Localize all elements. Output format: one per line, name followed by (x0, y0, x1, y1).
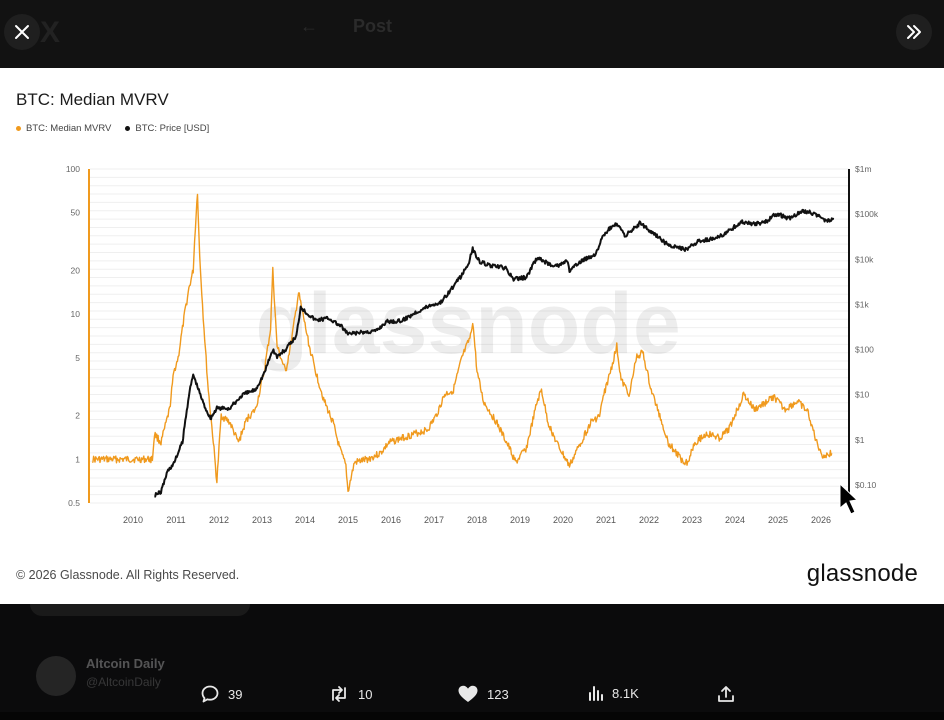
bottom-edge (0, 712, 944, 720)
y-right-tick-label: $100 (855, 345, 874, 355)
expand-button[interactable] (896, 14, 932, 50)
y-right-tick-label: $1m (855, 164, 872, 174)
top-bar: X ← Post (0, 0, 944, 68)
x-tick-label: 2025 (768, 515, 788, 525)
y-left-tick-label: 10 (71, 309, 81, 319)
like-button[interactable]: 123 (457, 684, 509, 704)
mouse-cursor-icon (839, 482, 859, 515)
series-line-median-mvrv (92, 193, 833, 492)
y-left-tick-label: 50 (71, 208, 81, 218)
legend-item-price: BTC: Price [USD] (125, 123, 209, 134)
x-tick-label: 2026 (811, 515, 831, 525)
legend-label: BTC: Price [USD] (135, 123, 210, 134)
x-tick-label: 2023 (682, 515, 702, 525)
share-icon (718, 686, 734, 702)
repost-count: 10 (358, 686, 373, 702)
y-right-tick-label: $1k (855, 299, 869, 309)
y-left-tick-label: 1 (75, 454, 80, 464)
y-right-tick-label: $1 (855, 435, 865, 445)
watermark-text: glassnode (255, 276, 680, 372)
x-tick-label: 2024 (725, 515, 745, 525)
x-tick-label: 2014 (295, 515, 315, 525)
avatar (36, 656, 76, 696)
views-count: 8.1K (612, 685, 639, 701)
x-logo: X (40, 16, 61, 49)
x-tick-label: 2021 (596, 515, 616, 525)
reply-count: 39 (228, 686, 243, 702)
author-handle: @AltcoinDaily (86, 675, 161, 689)
chart-image[interactable]: glassnode 100 50 20 10 5 2 1 0.5 $1m $100k $10k $1k $… (0, 68, 944, 604)
x-tick-label: 2010 (123, 515, 143, 525)
y-left-tick-label: 20 (71, 265, 81, 275)
back-arrow-icon[interactable]: ← (300, 16, 318, 36)
x-tick-label: 2016 (381, 515, 401, 525)
close-button[interactable] (4, 14, 40, 50)
background-post-author: Altcoin Daily @AltcoinDaily (36, 656, 165, 696)
x-tick-label: 2012 (209, 515, 229, 525)
y-left-tick-label: 0.5 (68, 498, 80, 508)
y-left-tick-label: 5 (75, 353, 80, 363)
y-right-tick-label: $0.10 (855, 480, 877, 490)
close-icon (15, 25, 29, 39)
repost-icon (332, 686, 346, 702)
legend-label: BTC: Median MVRV (26, 123, 112, 134)
legend-dot-icon (16, 126, 21, 131)
action-bar: 39 10 123 8.1K (0, 676, 944, 712)
x-tick-label: 2018 (467, 515, 487, 525)
author-name: Altcoin Daily (86, 656, 165, 671)
x-tick-label: 2022 (639, 515, 659, 525)
y-left-tick-label: 2 (75, 411, 80, 421)
chart-legend: BTC: Median MVRV BTC: Price [USD] (16, 123, 209, 134)
x-tick-label: 2020 (553, 515, 573, 525)
heart-icon (458, 685, 478, 702)
views-icon (589, 686, 603, 701)
repost-button[interactable]: 10 (328, 684, 372, 704)
reply-button[interactable]: 39 (200, 684, 242, 704)
x-tick-label: 2013 (252, 515, 272, 525)
x-tick-label: 2017 (424, 515, 444, 525)
y-right-tick-label: $100k (855, 209, 879, 219)
y-left-tick-label: 100 (66, 164, 80, 174)
y-right-tick-label: $10 (855, 390, 869, 400)
x-tick-label: 2015 (338, 515, 358, 525)
like-count: 123 (487, 686, 509, 702)
glassnode-logo: glassnode (806, 560, 918, 587)
reply-icon (201, 685, 219, 703)
chart-title: BTC: Median MVRV (16, 90, 169, 109)
share-button[interactable] (716, 684, 736, 704)
copyright-text: © 2026 Glassnode. All Rights Reserved. (16, 568, 240, 582)
x-tick-label: 2019 (510, 515, 530, 525)
chart: glassnode1005020105210.5$1m$100k$10k$1k$… (66, 164, 879, 525)
background-element (30, 604, 250, 616)
views-button[interactable]: 8.1K (588, 684, 639, 702)
x-tick-label: 2011 (166, 515, 185, 525)
legend-dot-icon (125, 126, 131, 131)
chevron-double-right-icon (907, 25, 921, 39)
y-right-tick-label: $10k (855, 254, 874, 264)
series-line-btc-price (154, 208, 835, 498)
header: ← Post (300, 16, 392, 37)
legend-item-mvrv: BTC: Median MVRV (16, 123, 111, 134)
post-footer: Altcoin Daily @AltcoinDaily 39 10 123 (0, 604, 944, 720)
page-title: Post (353, 16, 393, 36)
